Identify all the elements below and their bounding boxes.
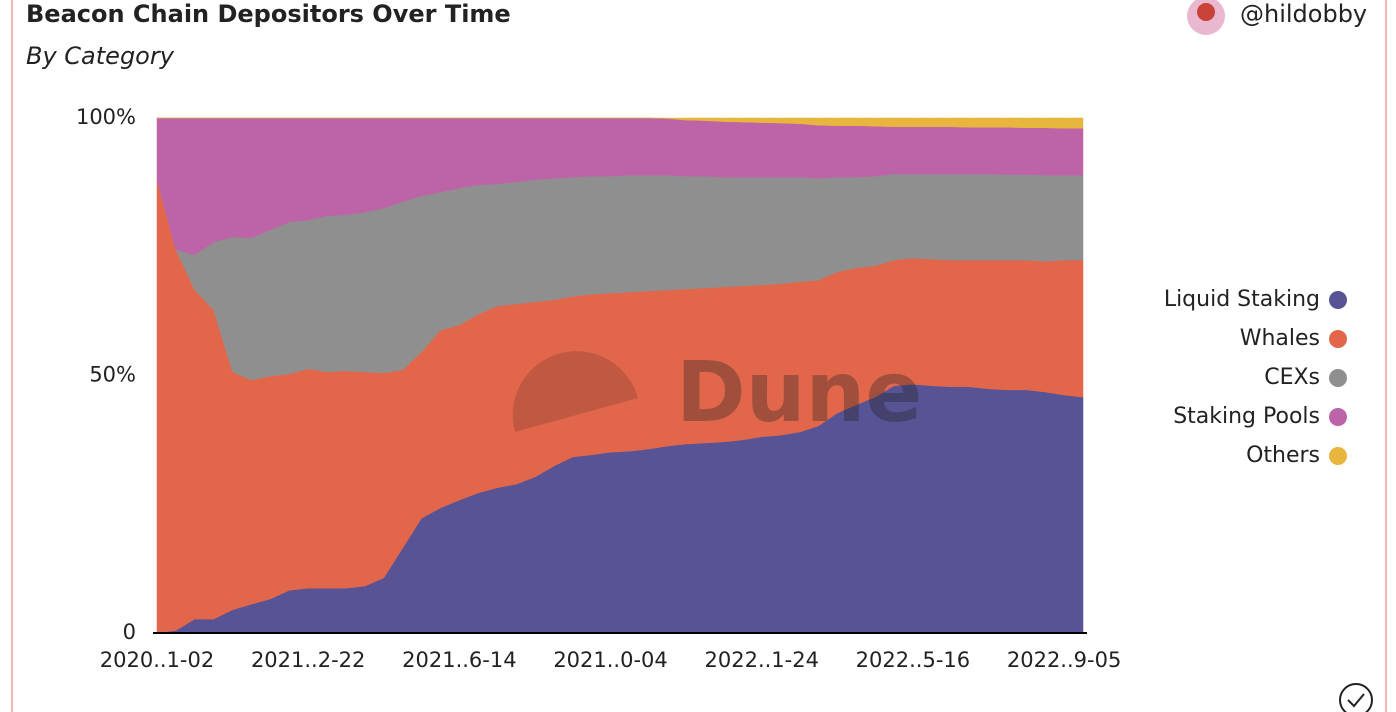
- avatar-face: [1197, 3, 1215, 21]
- area: [157, 117, 1084, 129]
- y-tick-label: 0: [123, 620, 136, 644]
- legend-label: Liquid Staking: [1164, 287, 1320, 312]
- legend-label: Staking Pools: [1173, 404, 1320, 429]
- x-tick-label: 2022..1-24: [705, 648, 819, 672]
- watermark: Dune: [676, 343, 922, 441]
- x-tick-label: 2022..9-05: [1007, 648, 1121, 672]
- x-tick-label: 2021..6-14: [402, 648, 516, 672]
- legend-label: Whales: [1240, 326, 1320, 351]
- y-tick-label: 100%: [76, 105, 136, 129]
- legend-label: Others: [1246, 443, 1320, 468]
- chart-subtitle: By Category: [26, 42, 175, 70]
- legend-marker: [1329, 330, 1347, 348]
- x-tick-label: 2021..0-04: [553, 648, 667, 672]
- plot-area: Dune 0 50% 100% 2020..1-02 2021..2-22 2021..6-…: [76, 105, 1121, 672]
- y-tick-label: 50%: [89, 363, 136, 387]
- legend-marker: [1329, 408, 1347, 426]
- check-icon[interactable]: [1339, 683, 1373, 712]
- x-tick-label: 2021..2-22: [251, 648, 365, 672]
- check-mark: [1347, 693, 1365, 708]
- watermark-logo: [512, 351, 638, 432]
- x-tick-label: 2022..5-16: [856, 648, 970, 672]
- chart-title: Beacon Chain Depositors Over Time: [26, 0, 511, 28]
- author: @hildobby: [1240, 0, 1367, 28]
- x-tick-label: 2020..1-02: [100, 648, 214, 672]
- legend-label: CEXs: [1264, 365, 1320, 390]
- legend-marker: [1329, 447, 1347, 465]
- legend-marker: [1329, 369, 1347, 387]
- legend-marker: [1329, 291, 1347, 309]
